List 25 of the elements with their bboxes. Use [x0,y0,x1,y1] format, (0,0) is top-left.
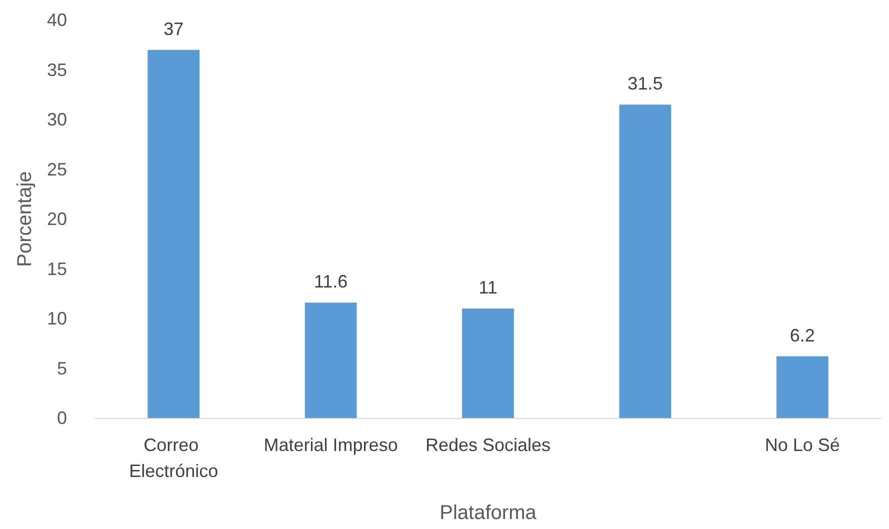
bar [776,356,828,418]
y-tick-label: 25 [46,159,67,180]
bar [304,302,357,418]
y-tick-label: 5 [56,358,67,378]
y-tick-label: 0 [56,408,67,428]
y-tick-label: 10 [46,308,67,328]
bar [462,308,514,418]
data-label: 11.6 [314,272,348,292]
data-label: 6.2 [790,325,815,346]
x-tick-label: Material Impreso [264,435,398,455]
x-axis-title: Plataforma [440,502,538,524]
y-tick-label: 20 [46,209,67,229]
data-label: 37 [164,18,184,39]
bar [619,104,672,418]
y-tick-label: 30 [46,110,67,130]
data-label: 11 [478,278,498,298]
y-axis-title: Porcentaje [14,171,36,267]
x-tick-label: Correo Electrónico [129,435,218,481]
bar [148,50,200,418]
x-tick-label: No Lo Sé [764,435,840,455]
y-tick-label: 40 [46,10,67,30]
y-tick-label: 15 [46,258,67,279]
y-tick-label: 35 [46,60,67,80]
data-label: 31.5 [628,74,663,94]
x-tick-label: Redes Sociales [425,435,551,455]
